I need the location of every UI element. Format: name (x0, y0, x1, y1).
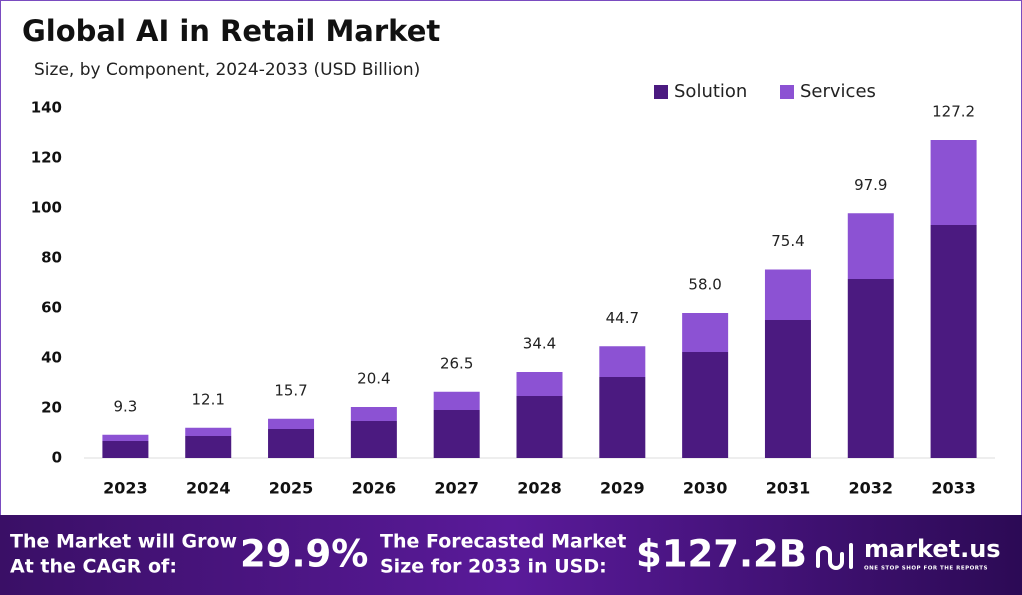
total-label: 34.4 (523, 335, 556, 353)
bar-segment (516, 372, 563, 396)
chart-title: Global AI in Retail Market (22, 14, 440, 48)
y-tick-label: 20 (41, 399, 62, 417)
total-label: 9.3 (113, 397, 137, 415)
total-label: 127.2 (932, 103, 975, 121)
x-tick-label: 2024 (186, 479, 231, 498)
x-tick-label: 2023 (103, 479, 148, 498)
bar-segment (682, 313, 729, 352)
y-tick-label: 0 (52, 449, 62, 467)
y-tick-label: 40 (41, 349, 62, 367)
bar-segment (350, 421, 397, 458)
plot: 0 20 40 60 80 100 120 140 9.3 2023 12.1 2024 15.7 202… (31, 99, 977, 498)
y-tick-label: 120 (31, 149, 62, 167)
legend-label: Services (800, 81, 876, 102)
y-tick-label: 80 (41, 249, 62, 267)
bar-segment (599, 346, 646, 377)
tagline: ONE STOP SHOP FOR THE REPORTS (864, 566, 988, 572)
legend-swatch (780, 85, 794, 99)
x-tick-label: 2033 (931, 479, 976, 498)
x-tick-label: 2031 (766, 479, 811, 498)
forecast-text: Size for 2033 in USD: (380, 556, 607, 578)
total-label: 12.1 (192, 390, 225, 408)
bar-segment (682, 352, 729, 458)
total-label: 58.0 (688, 276, 721, 294)
y-tick-label: 60 (41, 299, 62, 317)
bar-segment (268, 418, 315, 429)
cagr-text: At the CAGR of: (10, 556, 177, 578)
bar-segment (185, 436, 232, 458)
x-tick-label: 2030 (683, 479, 728, 498)
bar-segment (930, 225, 977, 458)
bar-segment (516, 396, 563, 458)
bar-segment (599, 377, 646, 458)
forecast-text: The Forecasted Market (380, 531, 626, 553)
bar-segment (102, 441, 149, 458)
legend-swatch (654, 85, 668, 99)
bar-segment (764, 269, 811, 320)
bar-segment (764, 320, 811, 458)
cagr-value: 29.9% (240, 533, 368, 576)
x-tick-label: 2028 (517, 479, 562, 498)
legend-label: Solution (674, 81, 747, 102)
total-label: 44.7 (606, 309, 639, 327)
total-label: 20.4 (357, 370, 390, 388)
bar-segment (268, 429, 315, 458)
bar-segment (433, 410, 480, 458)
y-tick-label: 100 (31, 199, 62, 217)
bar-segment (185, 427, 232, 436)
total-label: 26.5 (440, 354, 473, 372)
total-label: 75.4 (771, 232, 804, 250)
chart-subtitle: Size, by Component, 2024-2033 (USD Billi… (34, 60, 420, 80)
x-tick-label: 2026 (352, 479, 397, 498)
logo-icon (816, 543, 853, 570)
brand: market.us (864, 535, 1001, 563)
x-tick-label: 2029 (600, 479, 645, 498)
bar-segment (102, 434, 149, 441)
bar-segment (433, 391, 480, 410)
bar-segment (350, 407, 397, 421)
total-label: 97.9 (854, 176, 887, 194)
x-tick-label: 2027 (434, 479, 479, 498)
x-tick-label: 2025 (269, 479, 314, 498)
bar-segment (930, 140, 977, 225)
footer: The Market will Grow At the CAGR of: 29.… (0, 515, 1022, 595)
forecast-value: $127.2B (636, 533, 807, 576)
x-tick-label: 2032 (849, 479, 894, 498)
bar-segment (847, 279, 894, 458)
y-tick-label: 140 (31, 99, 62, 117)
total-label: 15.7 (274, 381, 307, 399)
bar-segment (847, 213, 894, 279)
cagr-text: The Market will Grow (10, 531, 237, 553)
